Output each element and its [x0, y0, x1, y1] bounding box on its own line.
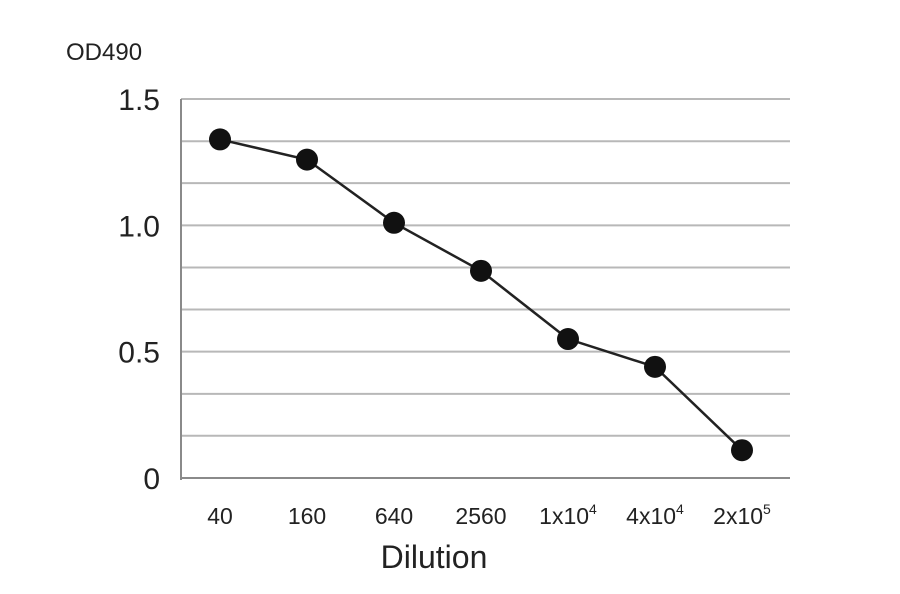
x-tick-labels: 40 160 640 2560 1x104 4x104 2x105: [207, 501, 771, 529]
data-point: [557, 328, 579, 351]
data-point: [209, 128, 231, 151]
x-tick-label: 4x104: [626, 501, 684, 529]
data-points: [209, 128, 753, 462]
y-axis-label: OD490: [66, 39, 142, 66]
data-point: [470, 259, 492, 282]
x-axis-label: Dilution: [381, 539, 488, 575]
x-tick-label: 160: [288, 503, 326, 529]
y-tick-label: 1.0: [118, 210, 160, 243]
data-point: [731, 439, 753, 462]
x-tick-label: 40: [207, 503, 233, 529]
x-tick-label: 640: [375, 503, 413, 529]
series-line: [219, 138, 743, 452]
data-point: [296, 148, 318, 171]
y-tick-label: 1.5: [118, 84, 160, 117]
x-tick-label: 1x104: [539, 501, 597, 529]
x-tick-label: 2560: [455, 503, 506, 529]
y-tick-label: 0: [143, 463, 160, 496]
data-point: [644, 355, 666, 378]
y-tick-labels: 1.5 1.0 0.5 0: [118, 84, 160, 496]
y-tick-label: 0.5: [118, 337, 160, 370]
x-tick-label: 2x105: [713, 501, 771, 529]
data-point: [383, 211, 405, 234]
